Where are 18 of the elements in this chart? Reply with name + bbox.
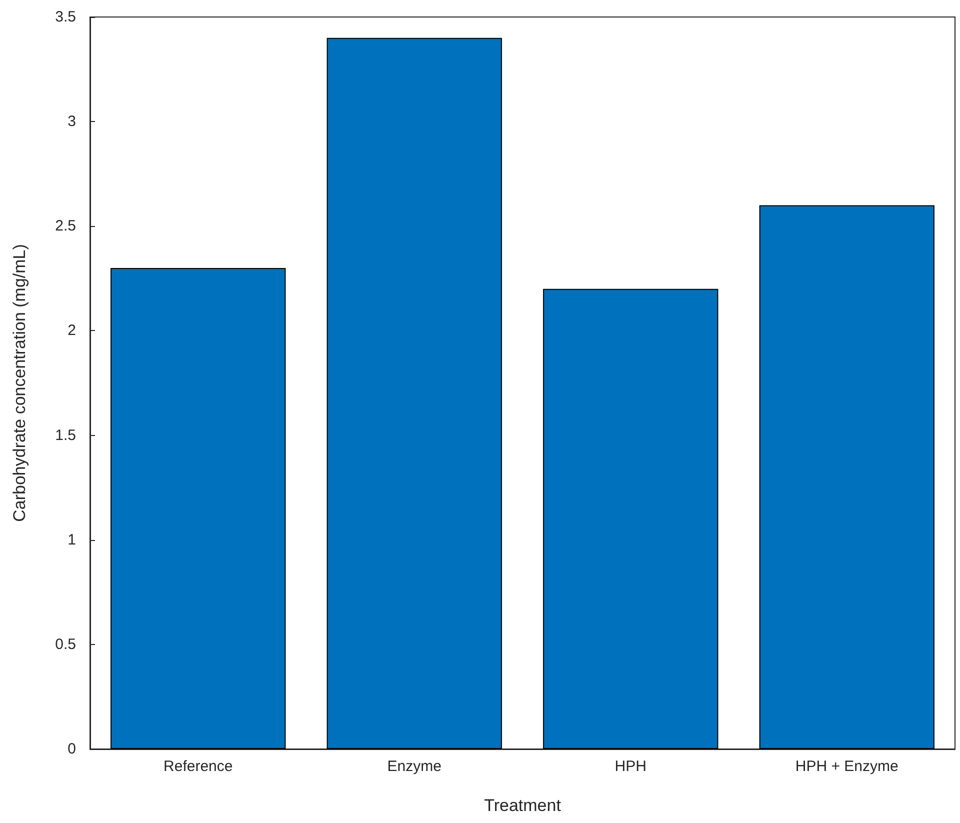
bar <box>326 38 502 749</box>
x-tick-label: Reference <box>164 758 233 775</box>
bar <box>543 288 718 749</box>
y-tick-label: 3 <box>68 113 76 130</box>
y-tick-label: 0.5 <box>55 636 76 653</box>
x-tick-label: Enzyme <box>387 758 442 775</box>
bar <box>110 268 286 749</box>
bar <box>759 205 934 749</box>
y-axis-title: Carbohydrate concentration (mg/mL) <box>10 244 29 522</box>
x-tick-label: HPH + Enzyme <box>795 758 898 775</box>
y-tick-label: 3.5 <box>55 8 76 26</box>
y-tick-label: 1 <box>68 531 76 548</box>
y-tick-label: 0 <box>68 740 76 758</box>
x-tick-label: HPH <box>614 758 646 775</box>
x-axis-title: Treatment <box>484 796 562 815</box>
y-tick-label: 2 <box>68 322 76 340</box>
y-tick-label: 2.5 <box>55 218 76 235</box>
y-tick-label: 1.5 <box>55 426 76 444</box>
